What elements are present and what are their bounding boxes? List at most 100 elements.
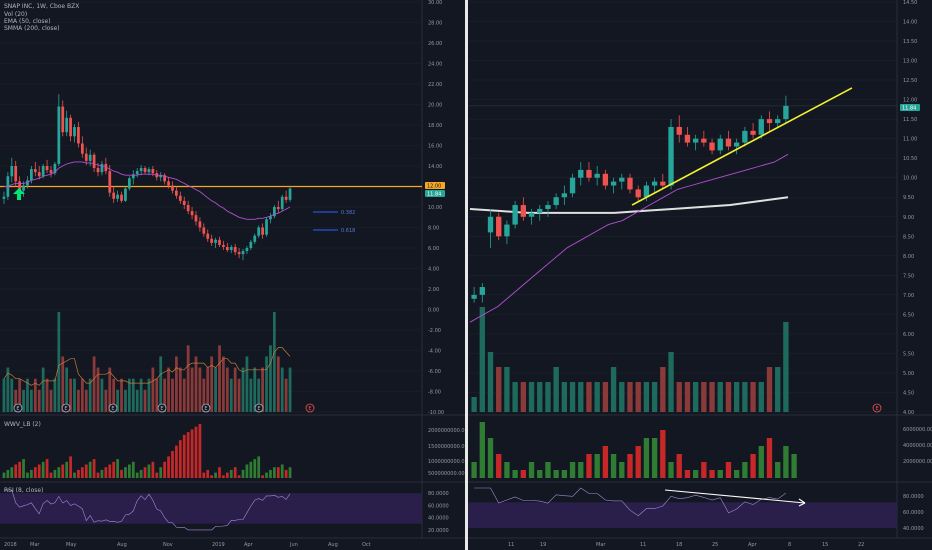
right-price-axis[interactable]: 14.50 14.00 13.50 13.00 12.50 12.00 11.50 11.00…	[903, 0, 932, 532]
volume-bar	[758, 382, 764, 412]
price-tick-label: 4.00	[903, 410, 914, 416]
earnings-event-icon[interactable]	[13, 403, 23, 413]
wvv-bar	[643, 438, 650, 478]
wvv-bar	[496, 454, 502, 478]
time-tick-label: 2019	[212, 542, 225, 548]
volume-bar	[84, 389, 88, 412]
volume-bar	[245, 356, 249, 412]
volume-bar	[276, 356, 280, 412]
volume-bar	[709, 382, 715, 412]
ema-line[interactable]	[4, 161, 291, 220]
time-tick-label: 8	[788, 542, 791, 548]
candle-body	[37, 172, 41, 177]
earnings-event-icon[interactable]	[201, 403, 211, 413]
volume-bar	[124, 389, 127, 412]
left-time-axis[interactable]: 2018 Mar May Aug Nov 2019 Apr Jun Aug Oct	[4, 542, 371, 548]
trend-line[interactable]	[631, 87, 853, 206]
earnings-event-icon[interactable]	[157, 403, 167, 413]
price-tick-label: 11.00	[903, 137, 917, 143]
ema-line[interactable]	[469, 153, 789, 323]
volume-bar	[73, 378, 76, 412]
wvv-tick-label: 1500000000.00	[428, 444, 468, 450]
volume-bar	[237, 378, 241, 412]
volume-bar	[14, 389, 18, 412]
wvv-bar	[108, 464, 112, 478]
time-tick-label: Oct	[362, 542, 371, 548]
candle-body	[65, 117, 69, 133]
candle-body	[561, 193, 568, 198]
wvv-bar	[241, 469, 245, 478]
wvv-bar	[202, 472, 206, 478]
candle-body	[10, 166, 14, 177]
price-tick-label: 0.00	[428, 308, 439, 314]
candle-body	[512, 205, 518, 225]
left-chart[interactable]: 30.00 28.00 26.00 24.00 22.00 20.00 18.00 16.00…	[0, 0, 468, 548]
candle-body	[26, 180, 29, 186]
wvv-bar	[37, 464, 41, 478]
time-tick-label: 22	[858, 542, 864, 548]
candle-body	[717, 138, 723, 151]
right-time-axis[interactable]: 11 19 Mar 11 18 25 Apr 8 15 22	[508, 542, 864, 548]
price-tick-label: 22.00	[428, 82, 442, 88]
left-volume-bars	[2, 312, 292, 412]
earnings-event-right[interactable]	[872, 403, 882, 413]
volume-bar	[249, 378, 253, 412]
price-tick-label: 2.00	[428, 287, 439, 293]
time-tick-label: 2018	[4, 542, 17, 548]
earnings-event-icon[interactable]	[254, 403, 264, 413]
wvv-bar	[57, 467, 61, 478]
rsi-pane-label[interactable]: RSI (8, close)	[4, 487, 43, 494]
wvv-bar	[692, 470, 699, 478]
volume-bar	[120, 378, 123, 412]
volume-bar	[602, 382, 609, 412]
volume-bar	[155, 378, 159, 412]
candle-body	[30, 169, 33, 181]
earnings-event-glyph: E	[160, 406, 163, 412]
earnings-event-icon[interactable]	[108, 403, 118, 413]
wvv-bar	[684, 470, 691, 478]
volume-bar	[241, 367, 245, 412]
wvv-pane-label[interactable]: WWV_LB (2)	[4, 421, 41, 428]
right-price-badge-text: 11.84	[902, 106, 916, 112]
candle-body	[41, 166, 45, 177]
rsi-tick-label: 80.0000	[903, 494, 924, 500]
wvv-bar	[253, 459, 257, 478]
candle-body	[14, 166, 18, 182]
volume-bar	[635, 382, 641, 412]
left-price-pane[interactable]	[0, 94, 422, 261]
indicator-smma-label[interactable]: SMMA (200, close)	[4, 25, 60, 32]
indicator-volume-label[interactable]: Vol (20)	[4, 11, 27, 18]
candle-body	[276, 207, 280, 210]
volume-bar	[742, 382, 748, 412]
volume-bar	[80, 378, 84, 412]
wvv-bar	[135, 472, 139, 478]
earnings-event-icon[interactable]	[305, 403, 315, 413]
candle-body	[210, 238, 214, 243]
wvv-bar	[237, 475, 241, 478]
volume-bar	[151, 367, 155, 412]
candle-body	[537, 208, 543, 213]
wvv-bar	[284, 469, 288, 478]
candle-body	[182, 200, 186, 205]
candle-body	[104, 163, 108, 172]
volume-bar	[545, 382, 551, 412]
volume-bar	[701, 382, 707, 412]
wvv-bar	[100, 469, 104, 478]
price-tick-label: -8.00	[428, 390, 441, 396]
candle-body	[171, 185, 174, 191]
volume-bar	[619, 382, 625, 412]
candle-body	[18, 181, 22, 191]
indicator-ema-label[interactable]: EMA (50, close)	[4, 18, 51, 25]
right-chart[interactable]: 14.50 14.00 13.50 13.00 12.50 12.00 11.50 11.00…	[468, 0, 932, 548]
wvv-bar	[198, 424, 202, 478]
candle-body	[684, 134, 691, 143]
chart-divider[interactable]	[465, 0, 468, 550]
wvv-bar	[610, 454, 617, 478]
candle-body	[45, 166, 49, 171]
earnings-event-icon[interactable]	[61, 403, 71, 413]
right-price-pane[interactable]	[468, 87, 897, 323]
rsi-divergence-line[interactable]	[664, 489, 806, 504]
volume-bar	[766, 367, 773, 412]
wvv-bar	[569, 462, 576, 478]
